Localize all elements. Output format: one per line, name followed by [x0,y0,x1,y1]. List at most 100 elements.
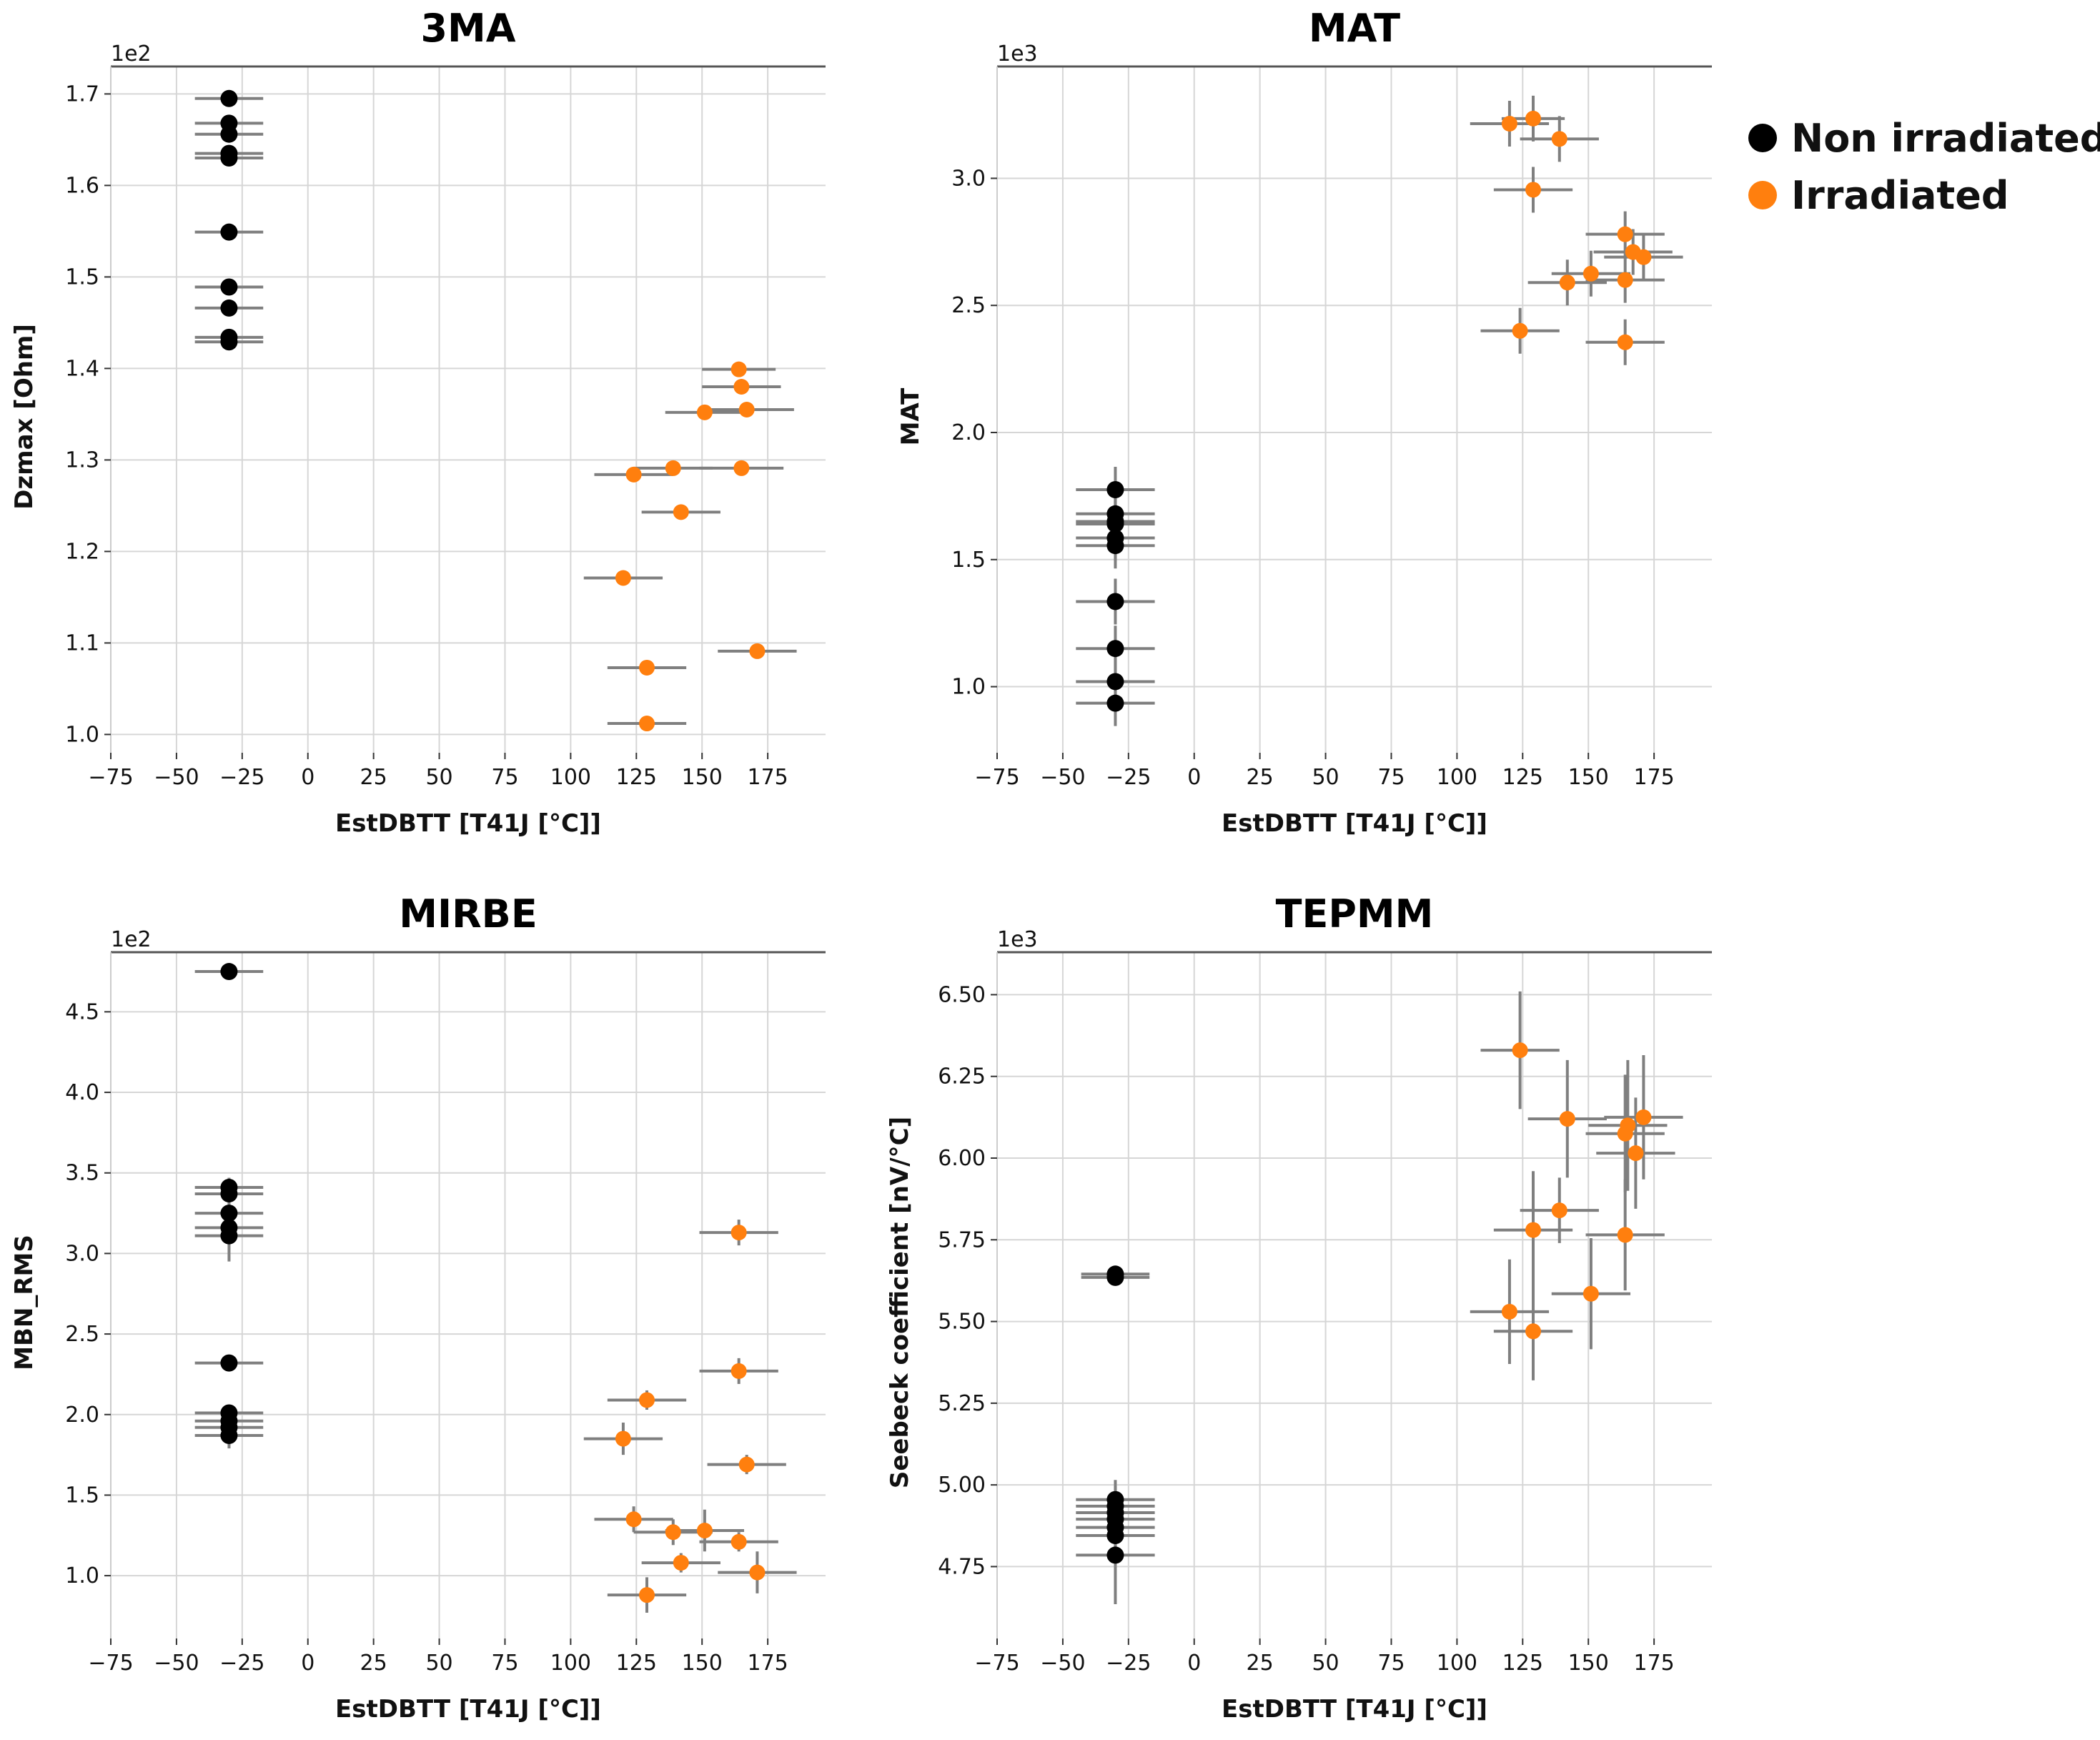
x-tick-label: 125 [616,765,657,790]
data-point [730,1533,747,1550]
x-tick-label: −50 [154,765,199,790]
data-point [1512,322,1528,339]
x-tick-label: 175 [1633,1651,1674,1676]
x-tick-label: 100 [1437,1651,1477,1676]
x-tick-label: −75 [88,765,133,790]
data-point [220,89,238,107]
data-point [1106,537,1124,555]
x-tick-label: −25 [1106,765,1151,790]
x-tick-label: 25 [1247,765,1274,790]
data-point [1635,1109,1652,1125]
legend-marker-irradiated [1748,181,1777,209]
x-tick-label: 50 [1312,1651,1339,1676]
data-point [1501,116,1517,132]
axis-scale-label: 1e2 [111,41,152,66]
y-tick-label: 2.0 [65,1403,99,1428]
x-tick-label: 25 [1247,1651,1274,1676]
data-point [1525,182,1541,198]
data-point [665,460,681,476]
y-tick-label: 5.25 [938,1391,986,1416]
x-tick-label: 150 [1568,765,1609,790]
y-tick-label: 4.5 [65,999,99,1024]
data-point [1635,249,1652,265]
x-axis-label: EstDBTT [T41J [°C]] [335,1695,601,1724]
x-tick-label: 0 [301,1651,314,1676]
x-tick-label: −50 [1040,1651,1085,1676]
x-tick-label: 25 [360,765,387,790]
legend: Non irradiated Irradiated [1748,116,2100,218]
data-point [639,659,655,676]
x-tick-label: −25 [219,1651,264,1676]
x-tick-label: −25 [1106,1651,1151,1676]
x-tick-label: 150 [682,765,723,790]
data-point [1617,334,1633,350]
data-point [673,1555,689,1571]
x-tick-label: 50 [425,765,452,790]
x-tick-label: −75 [974,1651,1019,1676]
data-point [1106,515,1124,533]
y-tick-label: 6.50 [938,982,986,1007]
panel-mirbe: MIRBE 1e2 EstDBTT [T41J [°C]] MBN_RMS −7… [10,891,826,1724]
data-point [749,643,766,659]
data-point [730,361,747,377]
y-tick-label: 2.0 [951,420,986,445]
data-point [733,460,750,476]
data-point [673,504,689,520]
data-point [738,402,755,417]
data-point [738,1456,755,1473]
data-point [220,1185,238,1203]
y-tick-label: 5.50 [938,1310,986,1335]
y-tick-label: 1.7 [65,81,99,107]
data-point [220,1354,238,1372]
x-tick-label: 175 [747,765,788,790]
data-point [1551,1202,1567,1219]
y-tick-label: 1.0 [951,675,986,700]
data-point [1106,1527,1124,1544]
grid [110,952,826,1638]
data-point [1559,1111,1575,1127]
data-point [220,1205,238,1222]
series-non-irradiated [194,89,264,351]
data-point [1106,481,1124,498]
y-tick-label: 4.75 [938,1554,986,1579]
data-point [1628,1145,1644,1162]
series-irradiated [583,361,797,732]
x-tick-label: 0 [301,765,314,790]
y-tick-label: 1.0 [65,722,99,747]
data-point [1617,1125,1633,1142]
y-tick-label: 1.6 [65,173,99,198]
data-point [639,716,655,732]
data-point [1525,1222,1541,1238]
x-tick-label: 100 [550,1651,591,1676]
data-point [615,570,631,586]
data-point [220,1427,238,1445]
chart-title: MAT [1309,6,1400,51]
data-point [665,1524,681,1541]
data-point [615,1430,631,1447]
panel-tepmm: TEPMM 1e3 EstDBTT [T41J [°C]] Seebeck co… [886,891,1712,1724]
x-tick-label: 125 [1502,765,1543,790]
x-tick-label: 125 [616,1651,657,1676]
y-tick-label: 4.0 [65,1080,99,1105]
y-tick-label: 2.5 [65,1322,99,1347]
x-tick-label: 0 [1187,765,1201,790]
x-tick-label: −50 [1040,765,1085,790]
data-point [625,466,642,483]
y-axis-label: Seebeck coefficient [nV/°C] [886,1117,914,1488]
x-tick-label: 75 [1377,765,1405,790]
legend-label-non-irradiated: Non irradiated [1791,116,2100,161]
y-tick-label: 5.00 [938,1473,986,1498]
y-tick-label: 2.5 [951,293,986,318]
x-tick-label: 100 [1437,765,1477,790]
data-point [1106,1268,1124,1286]
data-point [639,1587,655,1603]
series-irradiated [1470,991,1683,1380]
x-tick-label: 150 [682,1651,723,1676]
data-point [625,1511,642,1528]
grid [110,66,826,753]
series-irradiated [1470,95,1683,365]
data-point [220,1227,238,1245]
x-tick-label: −75 [88,1651,133,1676]
data-point [1583,1285,1599,1302]
x-tick-label: 75 [1377,1651,1405,1676]
